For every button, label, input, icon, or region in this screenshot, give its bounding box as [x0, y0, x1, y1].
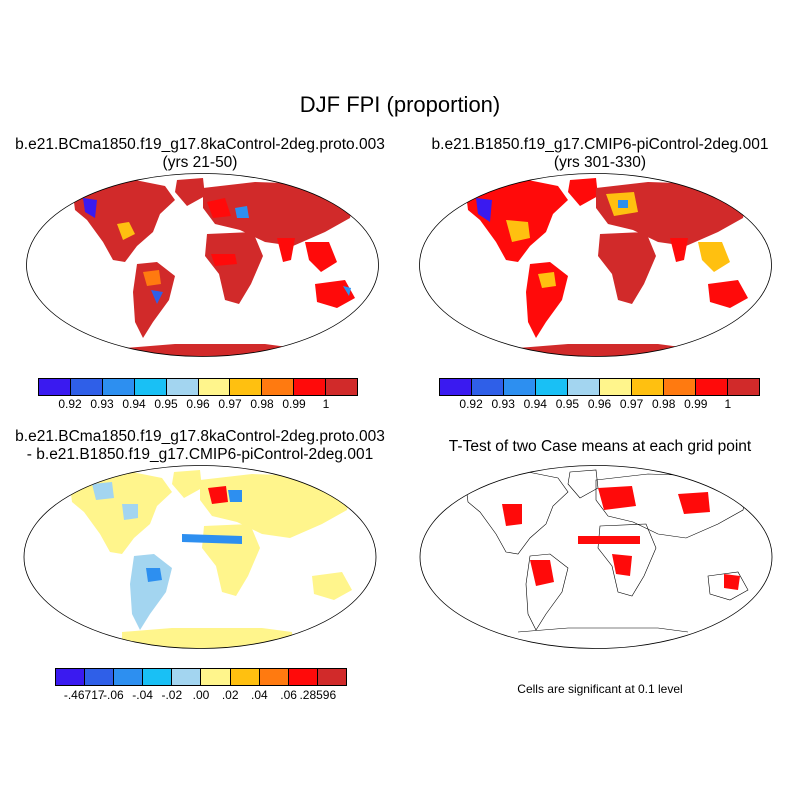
colorbar-main-tick-label: 0.96	[186, 397, 210, 411]
colorbar-diff-swatch	[143, 669, 173, 685]
panel-title-top-left: b.e21.BCma1850.f19_g17.8kaControl-2deg.p…	[0, 136, 400, 172]
colorbar-main-tick-label: 0.97	[218, 397, 242, 411]
colorbar-main-tick-label: 1	[322, 397, 330, 411]
colorbar-diff-swatch	[172, 669, 202, 685]
colorbar-main-tick-label: 0.93	[90, 397, 114, 411]
colorbar-labels-top-right: 0.92 0.93 0.94 0.95 0.96 0.97 0.98 0.99 1	[439, 397, 760, 413]
colorbar-main-tick-label: 0.98	[652, 397, 676, 411]
colorbar-main-tick-label: 0.94	[122, 397, 146, 411]
colorbar-diff-swatch	[317, 669, 346, 685]
colorbar-diff-swatch	[288, 669, 318, 685]
colorbar-diff-swatch	[259, 669, 289, 685]
panel-title-line-2: - b.e21.B1850.f19_g17.CMIP6-piControl-2d…	[26, 446, 374, 463]
colorbar-diff-tick-label: -.04	[132, 688, 153, 702]
colorbar-main-swatch	[440, 379, 472, 395]
panel-title-line-1: b.e21.BCma1850.f19_g17.8kaControl-2deg.p…	[15, 136, 385, 153]
colorbar-main-swatch	[536, 379, 568, 395]
map-bottom-left	[23, 465, 377, 649]
colorbar-main-swatch	[632, 379, 664, 395]
map-field	[70, 470, 352, 649]
colorbar-main-swatch	[102, 379, 135, 395]
colorbar-main-swatch	[600, 379, 632, 395]
colorbar-main-swatch	[262, 379, 295, 395]
colorbar-main-tick-label: 0.97	[619, 397, 644, 411]
colorbar-diff-swatch	[56, 669, 86, 685]
map-top-right	[419, 173, 772, 357]
colorbar-main-swatch	[134, 379, 167, 395]
colorbar-diff-tick-label: -.46717	[63, 688, 105, 702]
colorbar-diff-tick-label: .28596	[299, 688, 337, 702]
colorbar-main-tick-label: 0.93	[491, 397, 515, 411]
colorbar-main-tick-label: 0.92	[58, 397, 82, 411]
colorbar-main-tick-label: 0.95	[555, 397, 580, 411]
colorbar-diff-tick-label: .00	[192, 688, 210, 702]
colorbar-main-swatch	[696, 379, 728, 395]
map-field	[465, 469, 749, 633]
map-field	[73, 178, 355, 357]
colorbar-main-swatch	[39, 379, 71, 395]
significance-note: Cells are significant at 0.1 level	[517, 682, 683, 696]
colorbar-diff-tick-label: .06	[280, 688, 297, 702]
colorbar-main-swatch	[472, 379, 504, 395]
colorbar-main-tick-label: 0.99	[684, 397, 708, 411]
colorbar-labels-bottom-left: -.46717 -.06 -.04 -.02 .00 .02 .04 .06.28596	[55, 688, 347, 704]
panel-title-line-2: (yrs 301-330)	[553, 154, 647, 171]
colorbar-main-tick-label: 0.95	[154, 397, 178, 411]
colorbar-main-tick-label: 0.96	[587, 397, 612, 411]
colorbar-diff-tick-label: .02	[221, 688, 239, 702]
panel-title-line-1: T-Test of two Case means at each grid po…	[448, 438, 752, 455]
colorbar-main-swatch	[568, 379, 600, 395]
colorbar-main-tick-label: 0.94	[523, 397, 547, 411]
panel-title-bottom-left: b.e21.BCma1850.f19_g17.8kaControl-2deg.p…	[0, 428, 400, 464]
colorbar-main-tick-label: 0.99	[282, 397, 306, 411]
colorbar-top-left	[38, 378, 358, 396]
colorbar-main-swatch	[728, 379, 759, 395]
colorbar-main-swatch	[70, 379, 103, 395]
map-field	[466, 178, 748, 357]
panel-title-top-right: b.e21.B1850.f19_g17.CMIP6-piControl-2deg…	[400, 136, 800, 172]
colorbar-main-swatch	[664, 379, 696, 395]
panel-title-line-1: b.e21.B1850.f19_g17.CMIP6-piControl-2deg…	[431, 136, 769, 153]
colorbar-main-swatch	[166, 379, 199, 395]
colorbar-main-swatch	[504, 379, 536, 395]
colorbar-main-swatch	[198, 379, 231, 395]
map-top-left	[26, 173, 379, 357]
colorbar-diff-swatch	[85, 669, 115, 685]
colorbar-main-swatch	[294, 379, 327, 395]
colorbar-diff-swatch	[230, 669, 260, 685]
colorbar-main-swatch	[326, 379, 358, 395]
colorbar-main-tick-label: 1	[724, 397, 732, 411]
colorbar-top-right	[439, 378, 760, 396]
colorbar-labels-top-left: 0.92 0.93 0.94 0.95 0.96 0.97 0.98 0.99 1	[38, 397, 358, 413]
panel-title-bottom-right: T-Test of two Case means at each grid po…	[400, 438, 800, 456]
panel-title-line-1: b.e21.BCma1850.f19_g17.8kaControl-2deg.p…	[15, 428, 385, 445]
map-bottom-right	[419, 465, 773, 649]
colorbar-diff-swatch	[201, 669, 231, 685]
colorbar-main-tick-label: 0.92	[459, 397, 483, 411]
panel-title-line-2: (yrs 21-50)	[162, 154, 238, 171]
colorbar-main-tick-label: 0.98	[250, 397, 274, 411]
colorbar-bottom-left	[55, 668, 347, 686]
colorbar-diff-tick-label: -.02	[161, 688, 183, 702]
colorbar-diff-tick-label: .04	[251, 688, 268, 702]
colorbar-main-swatch	[230, 379, 263, 395]
colorbar-diff-swatch	[114, 669, 144, 685]
colorbar-diff-tick-label: -.06	[103, 688, 124, 702]
figure-title: DJF FPI (proportion)	[299, 92, 501, 117]
